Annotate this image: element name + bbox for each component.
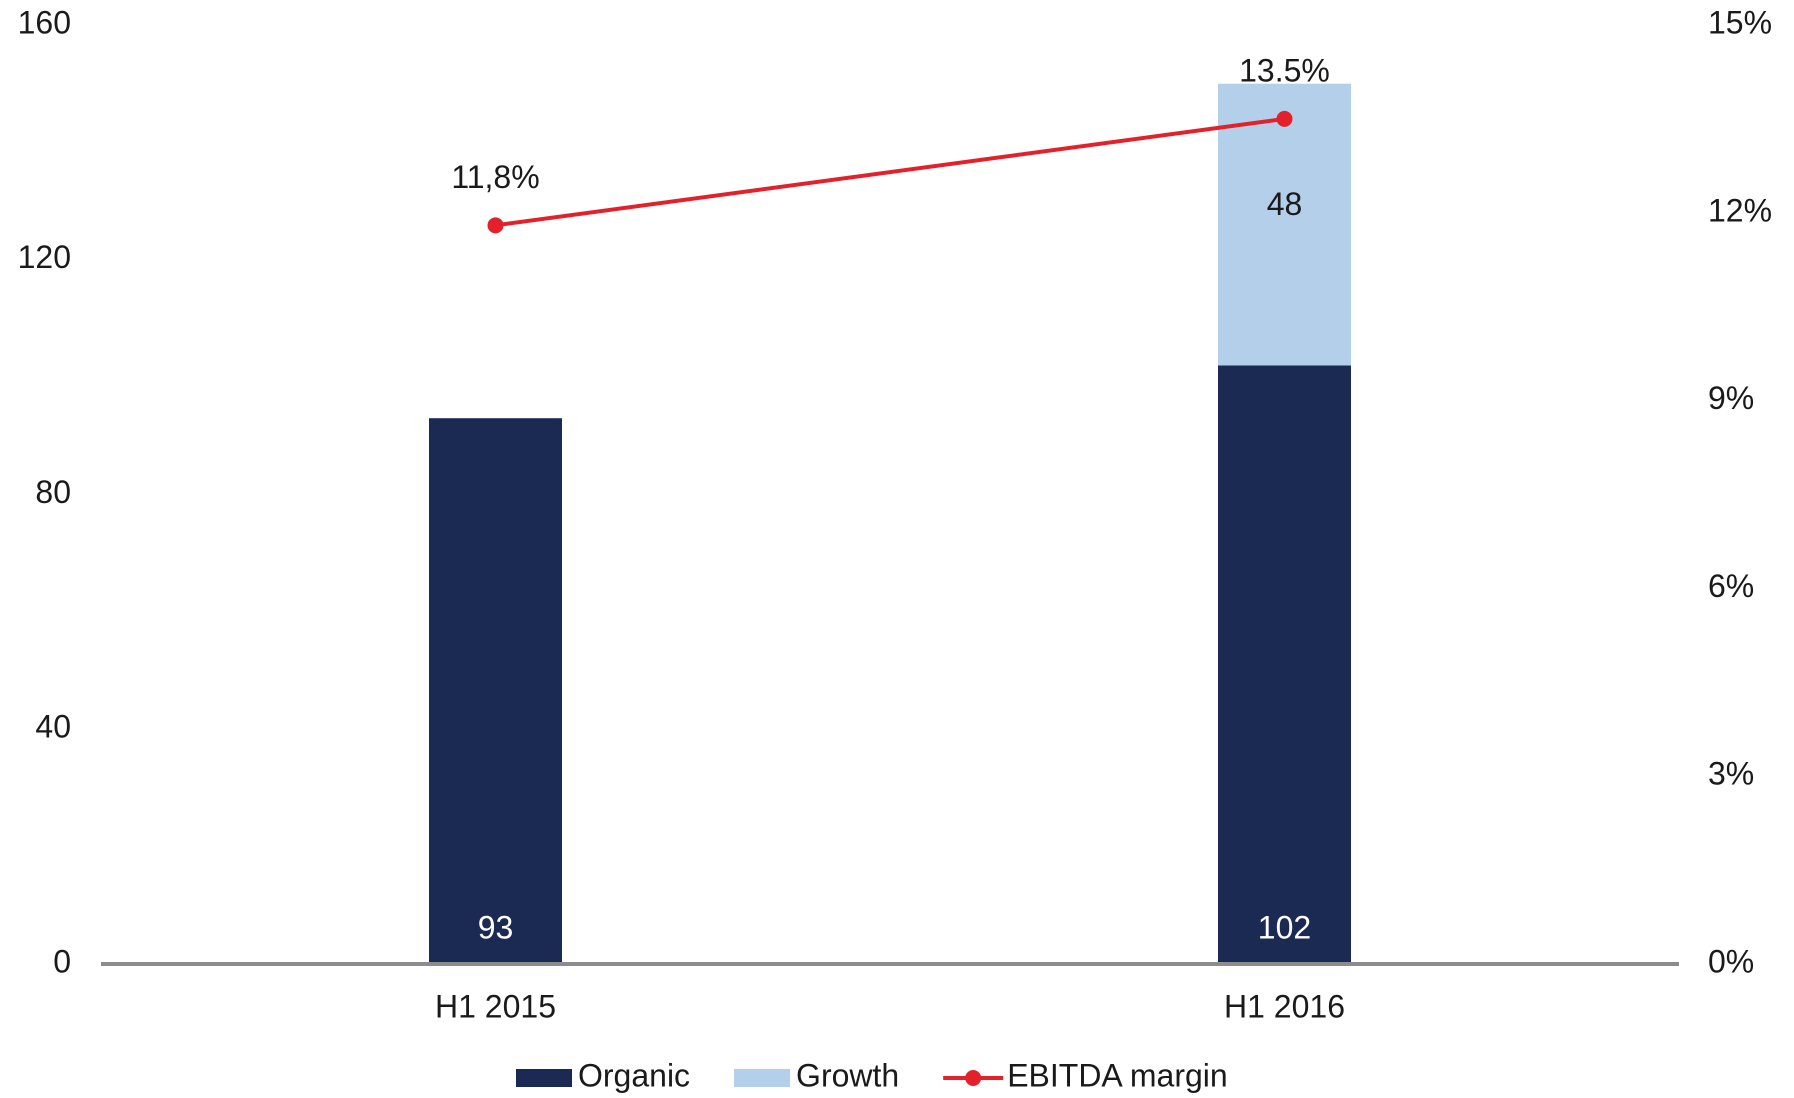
y-tick-label: 120 bbox=[18, 239, 71, 275]
bar-segment bbox=[1218, 365, 1351, 964]
bar-segment bbox=[429, 418, 562, 964]
x-tick-label: H1 2016 bbox=[1224, 988, 1345, 1024]
y-tick-label: 80 bbox=[35, 474, 71, 510]
line bbox=[495, 116, 1285, 228]
y-tick-label: 40 bbox=[35, 709, 71, 745]
data-label: 48 bbox=[1267, 186, 1303, 222]
data-label: 102 bbox=[1258, 909, 1311, 945]
legend-marker bbox=[965, 1070, 982, 1086]
y2-tick-label: 9% bbox=[1708, 380, 1754, 416]
y2-tick-label: 15% bbox=[1708, 4, 1772, 40]
bar-segment bbox=[1218, 83, 1351, 366]
legend-label: EBITDA margin bbox=[1007, 1057, 1228, 1093]
y-tick-label: 0 bbox=[53, 943, 71, 979]
y2-tick-label: 3% bbox=[1708, 756, 1754, 792]
legend-label: Organic bbox=[578, 1057, 690, 1093]
legend-swatch bbox=[734, 1069, 791, 1087]
y2-tick-label: 12% bbox=[1708, 192, 1772, 228]
line-point bbox=[1276, 110, 1293, 127]
y-tick-label: 160 bbox=[18, 4, 71, 40]
data-label: 11,8% bbox=[451, 159, 539, 195]
legend-swatch bbox=[516, 1069, 572, 1087]
legend-label: Growth bbox=[796, 1057, 899, 1093]
data-label: 93 bbox=[478, 909, 514, 945]
y2-tick-label: 0% bbox=[1708, 943, 1754, 979]
x-tick-label: H1 2015 bbox=[435, 988, 556, 1024]
y2-tick-label: 6% bbox=[1708, 568, 1754, 604]
line-point bbox=[487, 217, 504, 234]
data-label: 13.5% bbox=[1239, 52, 1330, 88]
